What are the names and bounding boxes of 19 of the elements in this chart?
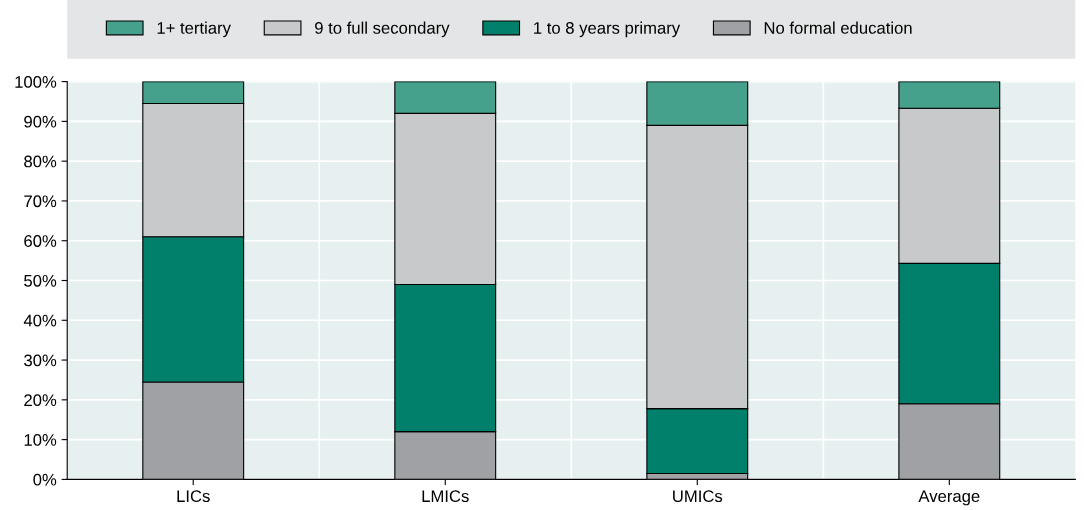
y-tick-label: 20%: [24, 394, 57, 407]
y-tick-label: 90%: [24, 115, 57, 128]
y-tick-label: 10%: [24, 434, 57, 446]
y-tick-label: 0%: [33, 473, 57, 486]
x-tick-label: LMICs: [422, 490, 469, 503]
x-tick-label: UMICs: [673, 490, 723, 503]
legend-label: No formal education: [764, 21, 912, 34]
legend-label: 9 to full secondary: [315, 21, 450, 38]
y-tick-label: 70%: [24, 195, 57, 208]
y-tick-label: 60%: [24, 235, 57, 247]
y-tick-label: 80%: [24, 155, 57, 168]
y-tick-label: 100%: [15, 76, 57, 88]
x-tick-label: LICs: [177, 490, 210, 503]
legend-label: 1+ tertiary: [157, 21, 231, 38]
y-tick-label: 50%: [24, 274, 57, 287]
x-tick-label: Average: [918, 490, 980, 506]
legend-label: 1 to 8 years primary: [534, 21, 681, 38]
y-tick-label: 30%: [24, 354, 57, 367]
y-tick-label: 40%: [23, 314, 57, 327]
